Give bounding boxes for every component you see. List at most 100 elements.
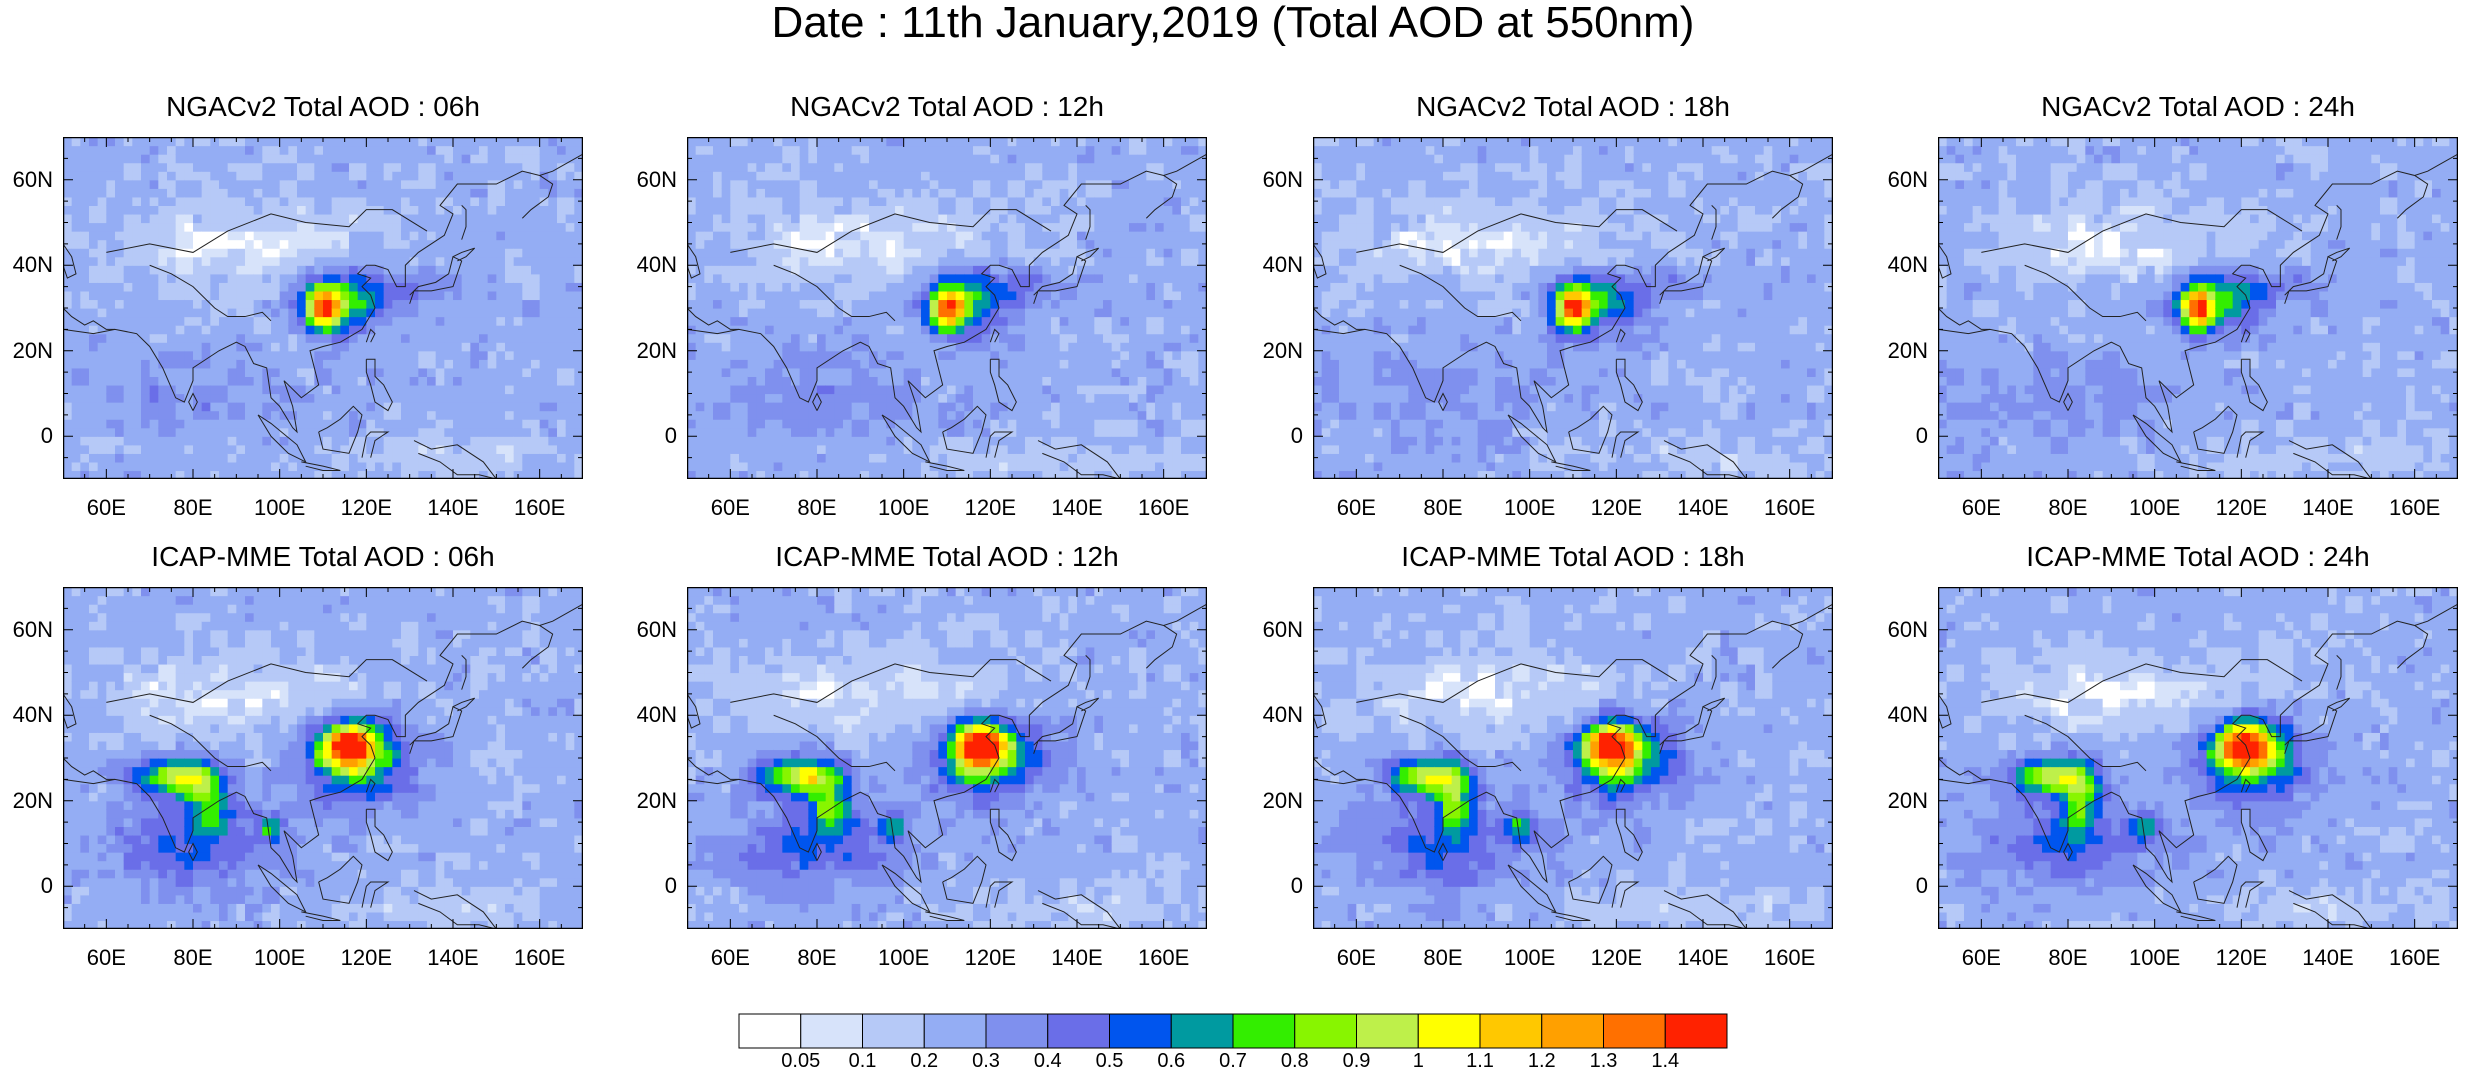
aod-cell (228, 334, 237, 343)
aod-cell (765, 342, 774, 351)
aod-cell (1034, 188, 1043, 197)
aod-cell (1042, 359, 1051, 368)
aod-cell (115, 359, 124, 368)
aod-cell (574, 402, 583, 411)
aod-cell (375, 223, 384, 232)
aod-cell (999, 163, 1008, 172)
aod-cell (843, 299, 852, 308)
aod-cell (808, 317, 817, 326)
aod-cell (687, 385, 696, 394)
aod-cell (158, 231, 167, 240)
aod-cell (1008, 385, 1017, 394)
aod-cell (176, 436, 185, 445)
aod-cell (886, 171, 895, 180)
aod-cell (843, 274, 852, 283)
aod-cell (470, 334, 479, 343)
aod-cell (427, 274, 436, 283)
aod-cell (219, 402, 228, 411)
aod-cell (696, 282, 705, 291)
aod-cell (1034, 231, 1043, 240)
aod-cell (782, 462, 791, 471)
aod-cell (1172, 402, 1181, 411)
aod-cell (756, 411, 765, 420)
aod-cell (89, 308, 98, 317)
aod-cell (470, 376, 479, 385)
aod-cell (566, 231, 575, 240)
aod-cell (418, 411, 427, 420)
aod-cell (869, 231, 878, 240)
aod-cell (132, 257, 141, 266)
aod-cell (895, 197, 904, 206)
aod-cell (219, 146, 228, 155)
aod-cell (912, 376, 921, 385)
aod-cell (843, 180, 852, 189)
aod-cell (401, 462, 410, 471)
aod-cell (869, 411, 878, 420)
aod-cell (332, 180, 341, 189)
aod-cell (1146, 470, 1155, 479)
aod-cell (63, 317, 72, 326)
aod-cell (392, 214, 401, 223)
aod-cell (106, 265, 115, 274)
aod-cell (1103, 334, 1112, 343)
aod-cell (834, 394, 843, 403)
aod-cell (349, 385, 358, 394)
aod-cell (349, 317, 358, 326)
aod-cell (826, 394, 835, 403)
aod-cell (704, 163, 713, 172)
aod-cell (782, 308, 791, 317)
aod-cell (557, 265, 566, 274)
aod-cell (1042, 342, 1051, 351)
aod-cell (297, 240, 306, 249)
aod-cell (210, 188, 219, 197)
aod-cell (869, 470, 878, 479)
aod-cell (401, 317, 410, 326)
aod-cell (262, 342, 271, 351)
aod-cell (184, 376, 193, 385)
aod-cell (1190, 197, 1199, 206)
aod-cell (912, 308, 921, 317)
aod-cell (843, 163, 852, 172)
aod-cell (765, 180, 774, 189)
aod-cell (462, 308, 471, 317)
aod-cell (765, 214, 774, 223)
aod-cell (834, 428, 843, 437)
aod-cell (184, 180, 193, 189)
aod-cell (990, 180, 999, 189)
aod-cell (1146, 428, 1155, 437)
aod-cell (1138, 317, 1147, 326)
aod-cell (765, 453, 774, 462)
aod-cell (80, 385, 89, 394)
aod-cell (427, 214, 436, 223)
aod-cell (202, 411, 211, 420)
aod-cell (505, 308, 514, 317)
aod-cell (1112, 351, 1121, 360)
aod-cell (1077, 436, 1086, 445)
aod-cell (1060, 462, 1069, 471)
aod-cell (540, 342, 549, 351)
aod-cell (713, 197, 722, 206)
aod-cell (115, 308, 124, 317)
aod-cell (470, 419, 479, 428)
aod-cell (297, 274, 306, 283)
aod-cell (817, 231, 826, 240)
aod-cell (713, 359, 722, 368)
aod-cell (106, 351, 115, 360)
aod-cell (1103, 205, 1112, 214)
aod-cell (1172, 436, 1181, 445)
aod-cell (817, 445, 826, 454)
aod-cell (895, 163, 904, 172)
aod-cell (262, 137, 271, 146)
aod-cell (1138, 265, 1147, 274)
aod-cell (540, 445, 549, 454)
aod-cell (141, 419, 150, 428)
aod-cell (1181, 411, 1190, 420)
aod-cell (150, 223, 159, 232)
aod-cell (722, 163, 731, 172)
aod-cell (228, 376, 237, 385)
aod-cell (115, 351, 124, 360)
aod-cell (1025, 188, 1034, 197)
aod-cell (72, 351, 81, 360)
aod-cell (566, 428, 575, 437)
aod-cell (973, 317, 982, 326)
